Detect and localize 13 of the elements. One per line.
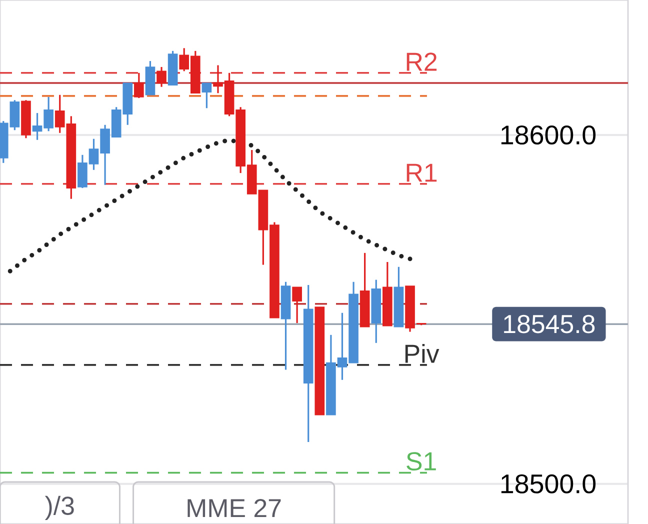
candlestick	[134, 72, 144, 99]
ref-line-label: 18545.8	[504, 314, 595, 334]
annotation: MME 27	[188, 498, 281, 518]
ref-line-label: R2	[406, 52, 437, 71]
candlestick	[156, 66, 166, 88]
annotation: )/3	[44, 496, 74, 520]
ref-line-label: S1	[406, 452, 436, 471]
y-tick-label: 18500.0	[501, 474, 596, 494]
candlestick	[202, 82, 212, 109]
ref-line-label: R1	[406, 164, 437, 182]
candlestick	[292, 286, 302, 324]
ref-line-label: Piv	[405, 344, 440, 363]
y-tick-label: 18600.0	[501, 125, 596, 145]
